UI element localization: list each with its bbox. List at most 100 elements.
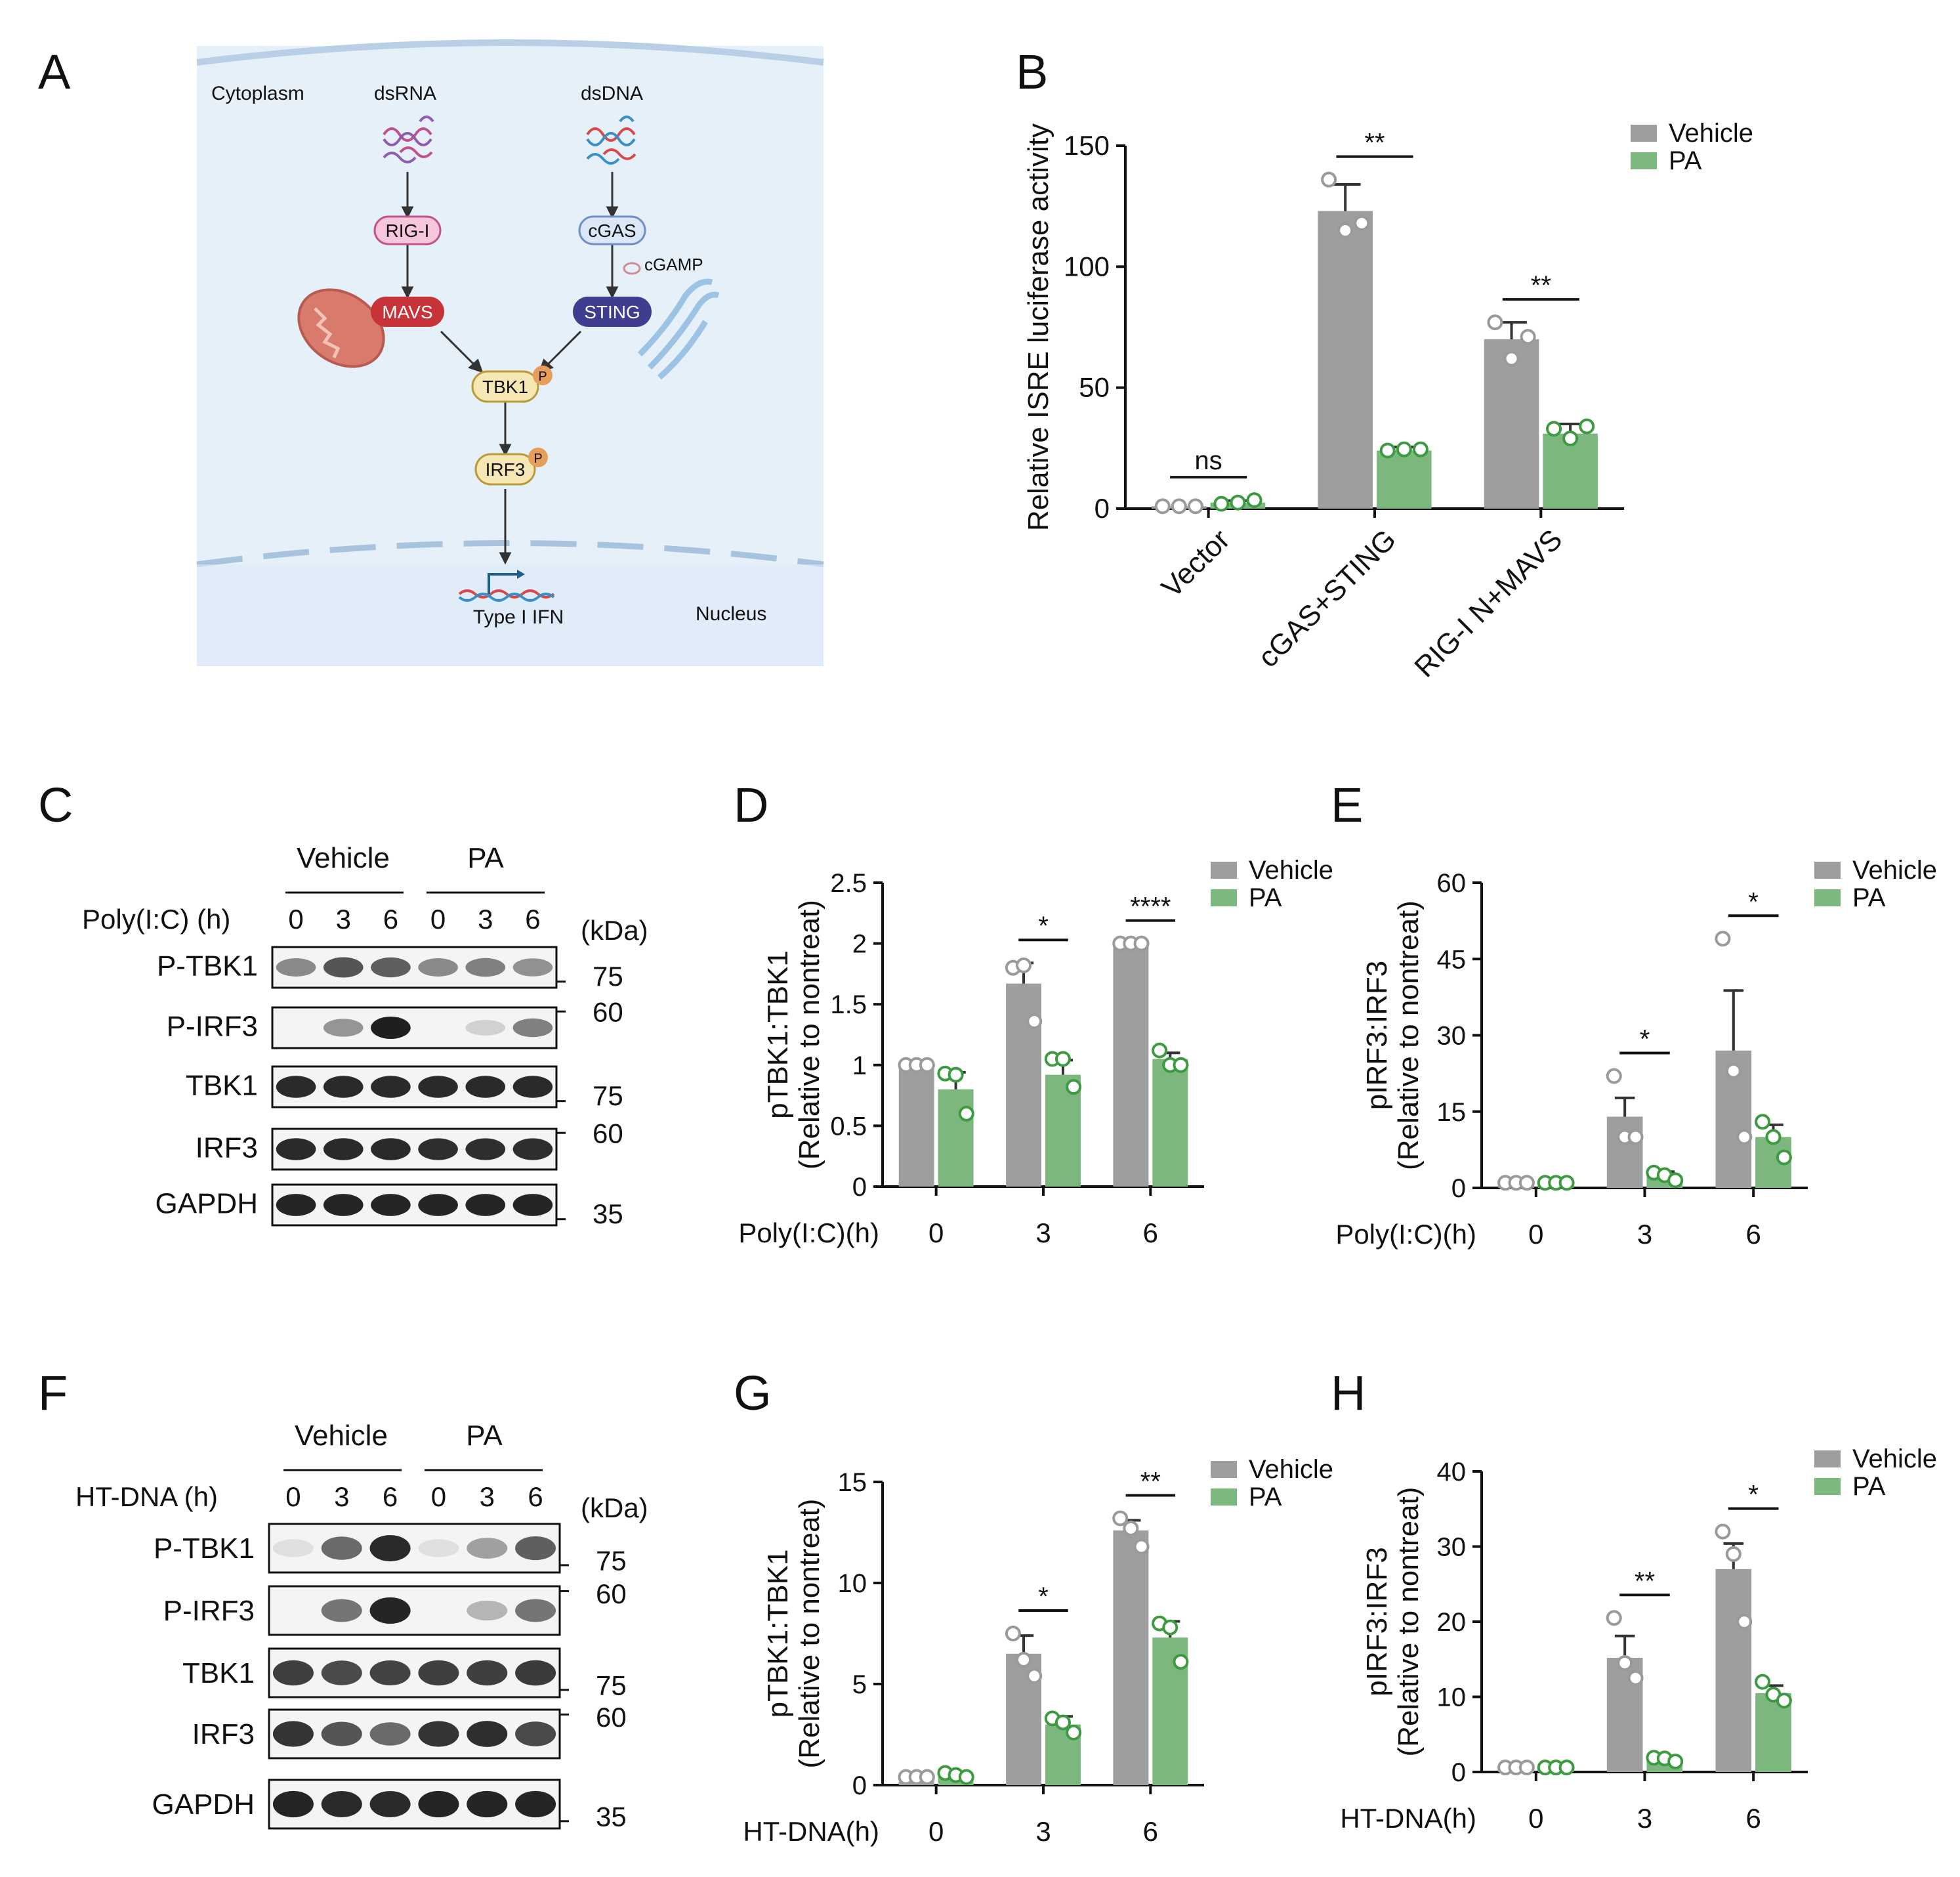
blot-band [371, 957, 411, 978]
x-tick-label: 0 [928, 1816, 944, 1847]
blot-membrane [271, 1065, 558, 1108]
data-point [1162, 1619, 1178, 1635]
cell-membrane [196, 39, 824, 66]
data-point [1627, 1129, 1644, 1145]
blot-kda-value: 35 [593, 1198, 623, 1229]
blot-band [418, 1138, 458, 1160]
data-point [1546, 421, 1562, 437]
blot-kda-value: 35 [596, 1801, 627, 1832]
blot-f-group-pa: PA [466, 1420, 503, 1452]
y-tick-label: 2 [852, 930, 867, 959]
y-tick-label: 0 [852, 1173, 867, 1202]
blot-band [321, 1791, 362, 1817]
data-point [1396, 441, 1412, 457]
legend-swatch-vehicle [1211, 862, 1237, 879]
y-tick-label: 15 [838, 1468, 867, 1497]
bar-vehicle [1715, 1569, 1752, 1772]
data-point [1123, 1520, 1139, 1536]
data-point [1617, 1655, 1633, 1671]
type-i-ifn-label: Type I IFN [473, 606, 564, 628]
x-tick-label: Vector [1156, 523, 1236, 604]
data-point [1725, 1546, 1741, 1562]
blot-band [512, 1076, 553, 1098]
blot-band [323, 1138, 364, 1160]
legend-label-vehicle: Vehicle [1669, 119, 1753, 148]
data-point [1518, 1760, 1535, 1776]
x-tick-label: 6 [1745, 1219, 1761, 1250]
blot-kda-value: 60 [593, 997, 623, 1028]
significance-label: * [1748, 1481, 1759, 1509]
blot-band [371, 1138, 411, 1160]
blot-kda-value: 75 [596, 1670, 627, 1700]
blot-membrane [268, 1779, 561, 1830]
bar-pa [938, 1089, 974, 1187]
data-point [1627, 1670, 1644, 1686]
blot-band [369, 1660, 411, 1686]
blot-band [276, 1076, 316, 1098]
svg-text:MAVS: MAVS [382, 302, 432, 322]
blot-band [467, 1538, 508, 1559]
legend-label-vehicle: Vehicle [1249, 1455, 1333, 1484]
x-tick-label: 3 [1035, 1217, 1051, 1248]
blot-c-treatment-label: Poly(I:C) (h) [82, 904, 230, 935]
blot-band [418, 1790, 459, 1818]
x-tick-label: 0 [1528, 1219, 1543, 1250]
y-axis-label: Relative ISRE luciferase activity [1022, 123, 1054, 531]
svg-text:IRF3: IRF3 [486, 459, 526, 480]
data-point [1005, 1626, 1021, 1641]
x-tick-label: 6 [1143, 1217, 1158, 1248]
svg-text:cGAS: cGAS [588, 221, 636, 241]
blot-kda-value: 75 [596, 1545, 627, 1576]
y-tick-label: 0 [1095, 493, 1110, 524]
data-point [1173, 1057, 1189, 1073]
y-tick-label: 0.5 [830, 1112, 867, 1141]
data-point [1016, 957, 1032, 973]
irf3-node: IRF3 P [474, 448, 548, 486]
data-point [1337, 222, 1354, 239]
blot-c-kda-label: (kDa) [581, 915, 648, 946]
data-point [1606, 1068, 1622, 1084]
blot-band [512, 1194, 553, 1216]
significance-label: ns [1195, 446, 1222, 475]
y-axis-label-2: (Relative to nontreat) [1392, 1487, 1425, 1757]
data-point [1579, 418, 1595, 434]
bar-vehicle [898, 1065, 934, 1187]
blot-band [512, 1138, 553, 1160]
blot-row-irf3: IRF3 60 [192, 1702, 627, 1760]
data-point [1026, 1013, 1043, 1030]
significance-label: ** [1635, 1567, 1655, 1595]
data-point [1776, 1149, 1792, 1166]
blot-band [418, 1076, 458, 1098]
y-tick-label: 0 [1451, 1758, 1466, 1787]
data-point [1736, 1614, 1753, 1630]
blot-membrane [268, 1708, 561, 1760]
blot-c-rows: P-TBK1 75 P-IRF3 60 TBK1 75 IRF3 60 GAPDH 35 [156, 946, 623, 1229]
data-point [1354, 215, 1370, 231]
panel-letter-f: F [38, 1366, 68, 1420]
blot-c-group-pa: PA [467, 842, 504, 874]
blot-band [272, 1721, 314, 1747]
y-tick-label: 100 [1064, 251, 1110, 282]
er-icon [637, 278, 720, 380]
data-point [1054, 1051, 1071, 1067]
blot-band [323, 957, 364, 978]
data-point [919, 1057, 935, 1073]
cgas-node: cGAS [578, 215, 646, 245]
blot-kda-value: 60 [593, 1118, 623, 1149]
data-point [1230, 494, 1246, 511]
blot-band [465, 958, 506, 977]
x-tick-label: RIG-I N+MAVS [1408, 523, 1568, 683]
blot-band [418, 1194, 458, 1216]
legend-swatch-vehicle [1631, 125, 1657, 142]
y-tick-label: 60 [1437, 869, 1467, 898]
panel-letter-c: C [38, 778, 73, 832]
blot-time-label: 6 [383, 1481, 398, 1512]
blot-row-label: GAPDH [152, 1788, 255, 1821]
data-point [948, 1066, 964, 1083]
legend-label-vehicle: Vehicle [1852, 1445, 1937, 1473]
tbk1-node: TBK1 P [471, 366, 553, 403]
panel-letters: A B C D E F G H [38, 45, 1366, 1420]
blot-time-label: 3 [336, 904, 351, 935]
blot-band [515, 1660, 556, 1686]
